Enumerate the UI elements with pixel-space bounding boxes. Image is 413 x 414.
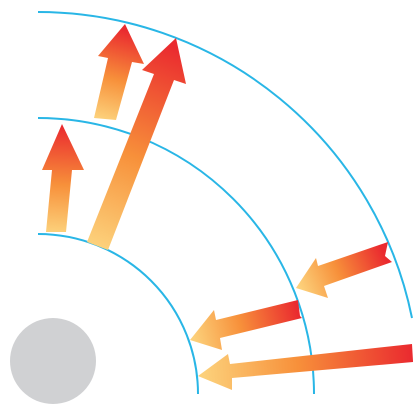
core-circle: [10, 318, 96, 404]
arrow-outer-to-inner: [198, 344, 413, 390]
middle-arc: [37, 117, 315, 395]
outer-arc: [37, 11, 413, 319]
arrow-inner-to-outer: [87, 38, 186, 250]
arrow-inner-to-middle-left: [42, 124, 84, 232]
arrow-middle-to-inner: [190, 300, 302, 350]
inner-arc: [37, 233, 199, 395]
arrow-middle-to-outer-left: [94, 24, 144, 120]
arrow-outer-to-middle: [296, 242, 392, 298]
